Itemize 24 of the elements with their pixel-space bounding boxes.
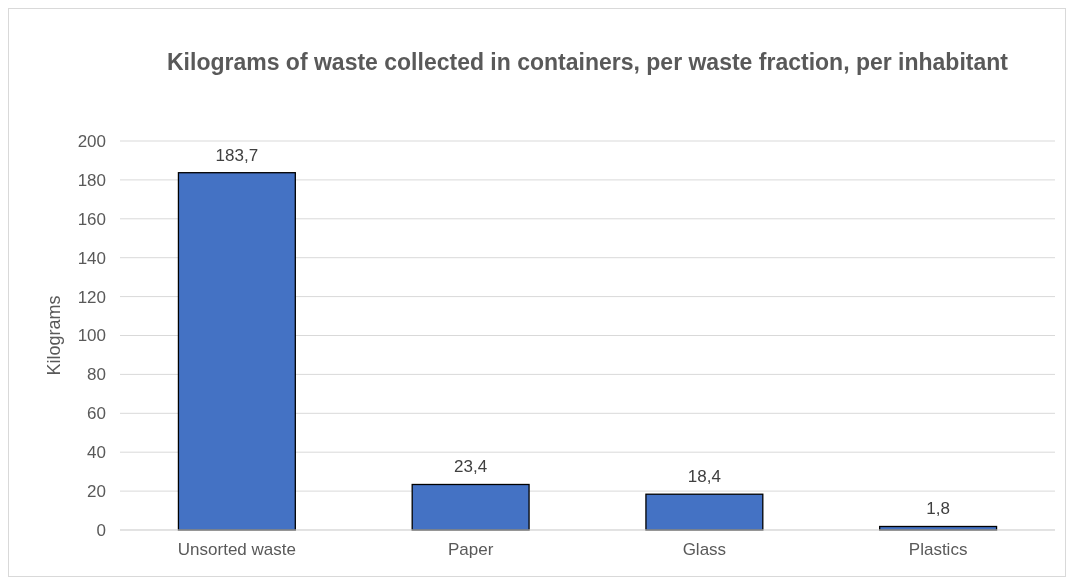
x-tick-label: Unsorted waste bbox=[177, 540, 296, 559]
y-tick-label: 100 bbox=[77, 326, 106, 346]
bar bbox=[411, 483, 530, 531]
data-label: 1,8 bbox=[926, 499, 950, 519]
chart-title: Kilograms of waste collected in containers, per waste fraction, per inhabitant bbox=[167, 49, 1009, 75]
data-label: 23,4 bbox=[454, 457, 488, 477]
y-tick-label: 0 bbox=[96, 520, 106, 540]
bar bbox=[177, 172, 296, 531]
x-tick-label: Paper bbox=[447, 540, 494, 559]
y-tick-label: 180 bbox=[77, 170, 106, 190]
x-tick-label: Glass bbox=[682, 540, 727, 559]
x-tick-label: Plastics bbox=[908, 540, 968, 559]
y-tick-label: 140 bbox=[77, 248, 106, 268]
data-label: 183,7 bbox=[215, 145, 259, 165]
y-tick-label: 60 bbox=[87, 404, 106, 424]
y-tick-label: 20 bbox=[87, 482, 106, 502]
y-axis-title: Kilograms bbox=[44, 295, 64, 376]
y-tick-label: 160 bbox=[77, 209, 106, 229]
y-tick-label: 80 bbox=[87, 365, 106, 385]
y-tick-label: 200 bbox=[77, 131, 106, 151]
y-tick-label: 120 bbox=[77, 287, 106, 307]
y-tick-label: 40 bbox=[87, 443, 106, 463]
bar bbox=[645, 493, 764, 531]
data-label: 18,4 bbox=[687, 467, 721, 487]
